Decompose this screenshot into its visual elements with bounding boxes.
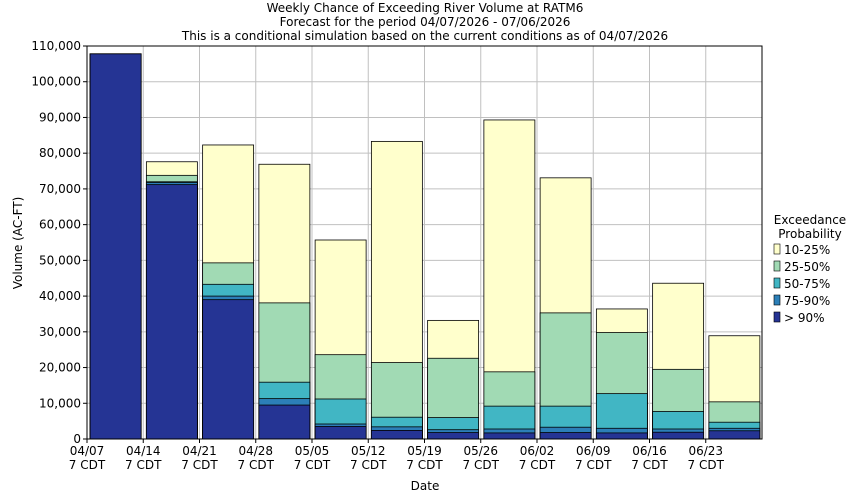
- x-tick-label-date: 06/23: [688, 444, 723, 458]
- x-tick-label-date: 04/14: [126, 444, 161, 458]
- x-axis-title: Date: [411, 479, 440, 493]
- bar-gt-90: [314, 426, 367, 440]
- x-tick-label-time: 7 CDT: [350, 458, 387, 472]
- bar-series: [89, 53, 761, 440]
- grid-lines: [87, 46, 762, 439]
- y-axis: 0 10,000 20,000 30,000 40,000 50,000 60,000 70,…: [31, 39, 87, 446]
- x-tick-label-date: 04/28: [238, 444, 273, 458]
- legend-title-line-1: Exceedance: [774, 213, 846, 227]
- y-tick-label: 110,000: [31, 39, 81, 53]
- bar-gt-90: [708, 430, 761, 440]
- x-tick-label-date: 05/26: [463, 444, 498, 458]
- legend-label: 50-75%: [784, 277, 830, 291]
- y-tick-label: 60,000: [39, 218, 81, 232]
- x-tick-label-time: 7 CDT: [125, 458, 162, 472]
- y-axis-title: Volume (AC-FT): [11, 197, 25, 290]
- x-tick-label-time: 7 CDT: [463, 458, 500, 472]
- x-tick-label-time: 7 CDT: [519, 458, 556, 472]
- x-tick-label-date: 05/12: [351, 444, 386, 458]
- bar-gt-90: [539, 432, 592, 440]
- bar-gt-90: [89, 53, 142, 440]
- y-tick-label: 10,000: [39, 396, 81, 410]
- y-tick-label: 100,000: [31, 75, 81, 89]
- bar-gt-90: [370, 430, 423, 440]
- legend: Exceedance Probability 10-25% 25-50% 50-75…: [773, 213, 846, 325]
- x-tick-label-time: 7 CDT: [238, 458, 275, 472]
- legend-label: > 90%: [784, 311, 825, 325]
- x-tick-label-date: 06/09: [576, 444, 611, 458]
- legend-title-line-2: Probability: [778, 227, 841, 241]
- bar-gt-90: [145, 184, 198, 440]
- bar-gt-90: [483, 432, 536, 440]
- y-tick-label: 80,000: [39, 146, 81, 160]
- x-tick-label-time: 7 CDT: [631, 458, 668, 472]
- x-tick-label-time: 7 CDT: [406, 458, 443, 472]
- bar-gt-90: [202, 299, 255, 440]
- chart-title: Weekly Chance of Exceeding River Volume …: [181, 1, 668, 43]
- legend-swatch: [773, 243, 781, 255]
- x-tick-label-time: 7 CDT: [181, 458, 218, 472]
- y-tick-label: 50,000: [39, 253, 81, 267]
- legend-swatch: [773, 260, 781, 272]
- legend-swatch: [773, 277, 781, 289]
- legend-swatch: [773, 311, 781, 323]
- chart-title-line-1: Weekly Chance of Exceeding River Volume …: [267, 1, 584, 15]
- chart-title-line-3: This is a conditional simulation based o…: [181, 29, 668, 43]
- bar-gt-90: [258, 404, 311, 440]
- y-tick-label: 40,000: [39, 289, 81, 303]
- bar-gt-90: [595, 432, 648, 440]
- bar-gt-90: [652, 431, 705, 440]
- legend-label: 10-25%: [784, 243, 830, 257]
- y-tick-label: 90,000: [39, 110, 81, 124]
- legend-label: 75-90%: [784, 294, 830, 308]
- y-tick-label: 30,000: [39, 325, 81, 339]
- x-tick-label-date: 04/21: [182, 444, 217, 458]
- x-tick-label-date: 05/19: [407, 444, 442, 458]
- x-tick-label-date: 04/07: [70, 444, 105, 458]
- legend-label: 25-50%: [784, 260, 830, 274]
- x-tick-label-time: 7 CDT: [688, 458, 725, 472]
- y-tick-label: 20,000: [39, 361, 81, 375]
- x-tick-label-time: 7 CDT: [294, 458, 331, 472]
- x-tick-label-date: 06/16: [632, 444, 667, 458]
- bar-gt-90: [427, 432, 480, 440]
- legend-swatch: [773, 294, 781, 306]
- x-tick-label-date: 06/02: [520, 444, 555, 458]
- chart-title-line-2: Forecast for the period 04/07/2026 - 07/…: [280, 15, 571, 29]
- x-tick-label-time: 7 CDT: [69, 458, 106, 472]
- y-tick-label: 70,000: [39, 182, 81, 196]
- x-tick-label-time: 7 CDT: [575, 458, 612, 472]
- y-tick-label: 0: [73, 432, 81, 446]
- x-tick-label-date: 05/05: [295, 444, 330, 458]
